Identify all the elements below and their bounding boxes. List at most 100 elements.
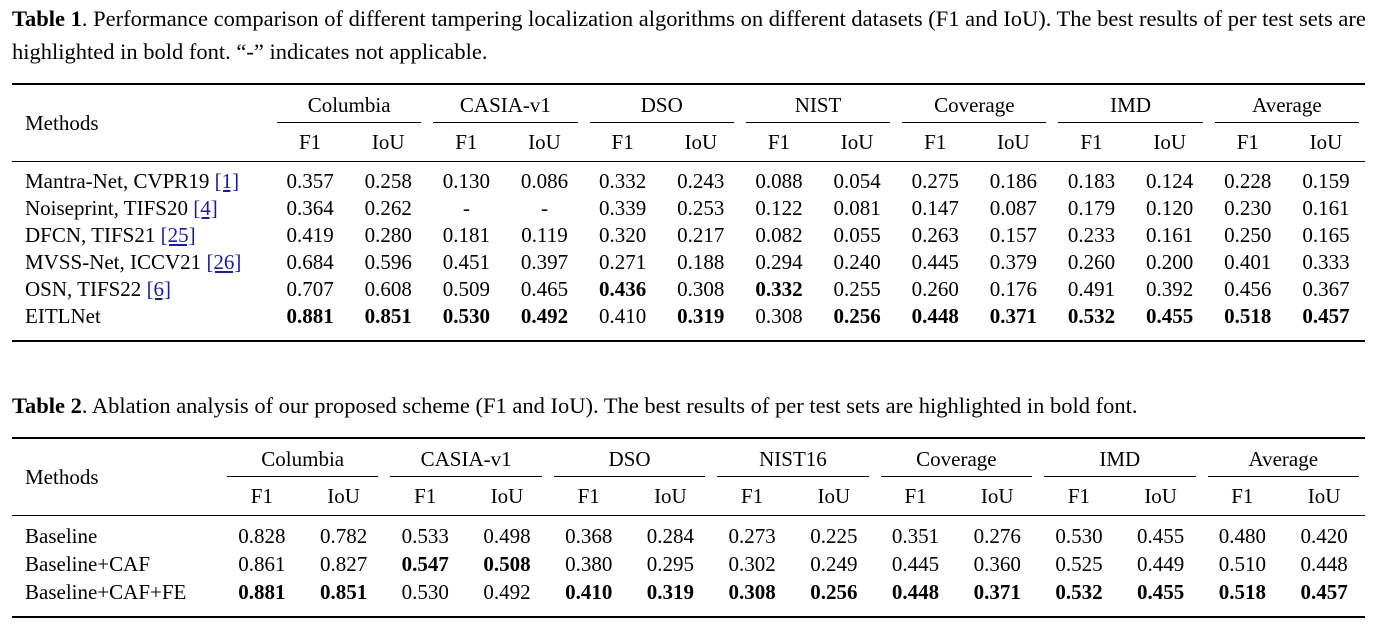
value-cell: 0.451 [442,250,490,274]
method-name: EITLNet [25,304,101,328]
value-cell: 0.368 [565,523,613,548]
value-cell: 0.275 [911,169,959,193]
citation-link[interactable]: [1] [214,169,240,193]
metric-header: IoU [956,477,1039,516]
value-cell: 0.130 [442,169,490,193]
value-cell: 0.122 [755,196,803,220]
dataset-group-label: NIST16 [717,447,869,477]
dataset-group-header: Average [1209,84,1365,123]
value-cell: 0.445 [891,551,940,576]
method-cell: Baseline+CAF+FE [12,578,221,617]
value-cell: 0.530 [401,579,449,604]
value-cell: 0.082 [755,223,803,247]
value-cell: 0.308 [677,277,725,301]
metric-header: F1 [1052,123,1131,162]
metric-header: IoU [466,477,548,516]
dataset-group-header: NIST [740,84,896,123]
dataset-group-label: Columbia [227,447,379,477]
metric-header: IoU [661,123,740,162]
value-cell: 0.480 [1218,523,1266,548]
value-cell: 0.320 [599,223,647,247]
value-cell: 0.333 [1302,250,1350,274]
value-cell: 0.280 [364,223,412,247]
metric-header: F1 [271,123,350,162]
method-cell: OSN, TIFS22 [6] [12,276,271,303]
dataset-group-label: DSO [553,447,706,477]
citation-link[interactable]: [25] [160,223,196,247]
metric-header: IoU [302,477,385,516]
metric-header: IoU [818,123,897,162]
value-cell: 0.124 [1146,169,1194,193]
dataset-group-label: CASIA-v1 [390,447,542,477]
value-cell: 0.357 [286,169,334,193]
metric-header: F1 [896,123,975,162]
value-cell: 0.119 [521,223,568,247]
value-cell: 0.448 [911,304,959,328]
value-cell: 0.457 [1302,304,1350,328]
value-cell: 0.086 [520,169,569,193]
value-cell: 0.532 [1067,304,1116,328]
dataset-group-label: Coverage [880,447,1033,477]
metric-header: IoU [1283,477,1365,516]
method-name: DFCN, TIFS21 [25,223,156,247]
value-cell: 0.530 [442,304,490,328]
table2-ablation-analysis: Methods Columbia CASIA-v1 DSO NIST16 Coverage… [12,437,1365,618]
value-cell: 0.508 [483,551,531,576]
value-cell: 0.120 [1146,196,1194,220]
dataset-group-header: Average [1202,438,1366,477]
value-cell: 0.339 [599,196,647,220]
value-cell: 0.881 [286,304,334,328]
value-cell: 0.525 [1055,551,1103,576]
value-cell: 0.179 [1067,196,1116,220]
value-cell: 0.249 [810,551,858,576]
value-cell: 0.308 [755,304,803,328]
value-cell: 0.054 [833,169,881,193]
value-cell: 0.308 [728,579,776,604]
value-cell: 0.861 [238,551,286,576]
dataset-group-header: Columbia [271,84,427,123]
value-cell: 0.200 [1146,250,1194,274]
metric-header: F1 [384,477,467,516]
dataset-group-label: Coverage [902,93,1047,123]
table1-caption-label: Table 1 [12,6,82,31]
value-cell: 0.455 [1137,523,1185,548]
value-cell: 0.457 [1300,579,1348,604]
table-row: MVSS-Net, ICCV21 [26] 0.684 0.596 0.451 0.39… [12,249,1365,276]
value-cell: 0.851 [319,579,368,604]
value-cell: 0.332 [599,169,647,193]
table1-caption: Table 1. Performance comparison of diffe… [12,2,1382,68]
value-cell: 0.492 [483,579,531,604]
value-cell: 0.364 [286,196,334,220]
citation-link[interactable]: [4] [193,196,218,220]
dataset-group-header: CASIA-v1 [384,438,547,477]
dataset-group-label: IMD [1058,93,1203,123]
value-cell: 0.302 [728,551,776,576]
table-row: Baseline+CAF+FE 0.881 0.851 0.530 0.492 0.410… [12,578,1365,617]
metric-header: F1 [427,123,506,162]
method-name: Mantra-Net, CVPR19 [25,169,210,193]
citation-link[interactable]: [6] [146,277,172,301]
value-cell: 0.159 [1302,169,1350,193]
value-cell: 0.510 [1218,551,1266,576]
value-cell: 0.088 [755,169,803,193]
value-cell: 0.410 [599,304,647,328]
value-cell: 0.419 [286,223,334,247]
value-cell: 0.707 [286,277,334,301]
method-name: Baseline+CAF+FE [25,579,187,604]
citation-link[interactable]: [26] [206,250,242,274]
dataset-group-label: Average [1214,93,1360,123]
metric-header: IoU [1130,123,1209,162]
table-row: Baseline 0.828 0.782 0.533 0.498 0.368 0.284 0.… [12,516,1365,551]
value-cell: 0.181 [442,223,490,247]
dataset-group-label: DSO [589,93,734,123]
table-row: OSN, TIFS22 [6] 0.707 0.608 0.509 0.465 0.436… [12,276,1365,303]
value-cell: 0.456 [1224,277,1272,301]
dataset-group-label: IMD [1044,447,1196,477]
value-cell: 0.273 [728,523,776,548]
value-cell: 0.157 [989,223,1037,247]
value-cell: 0.276 [973,523,1021,548]
value-cell: 0.379 [989,250,1037,274]
value-cell: 0.547 [401,551,449,576]
value-cell: 0.081 [833,196,881,220]
value-cell: 0.271 [599,250,647,274]
